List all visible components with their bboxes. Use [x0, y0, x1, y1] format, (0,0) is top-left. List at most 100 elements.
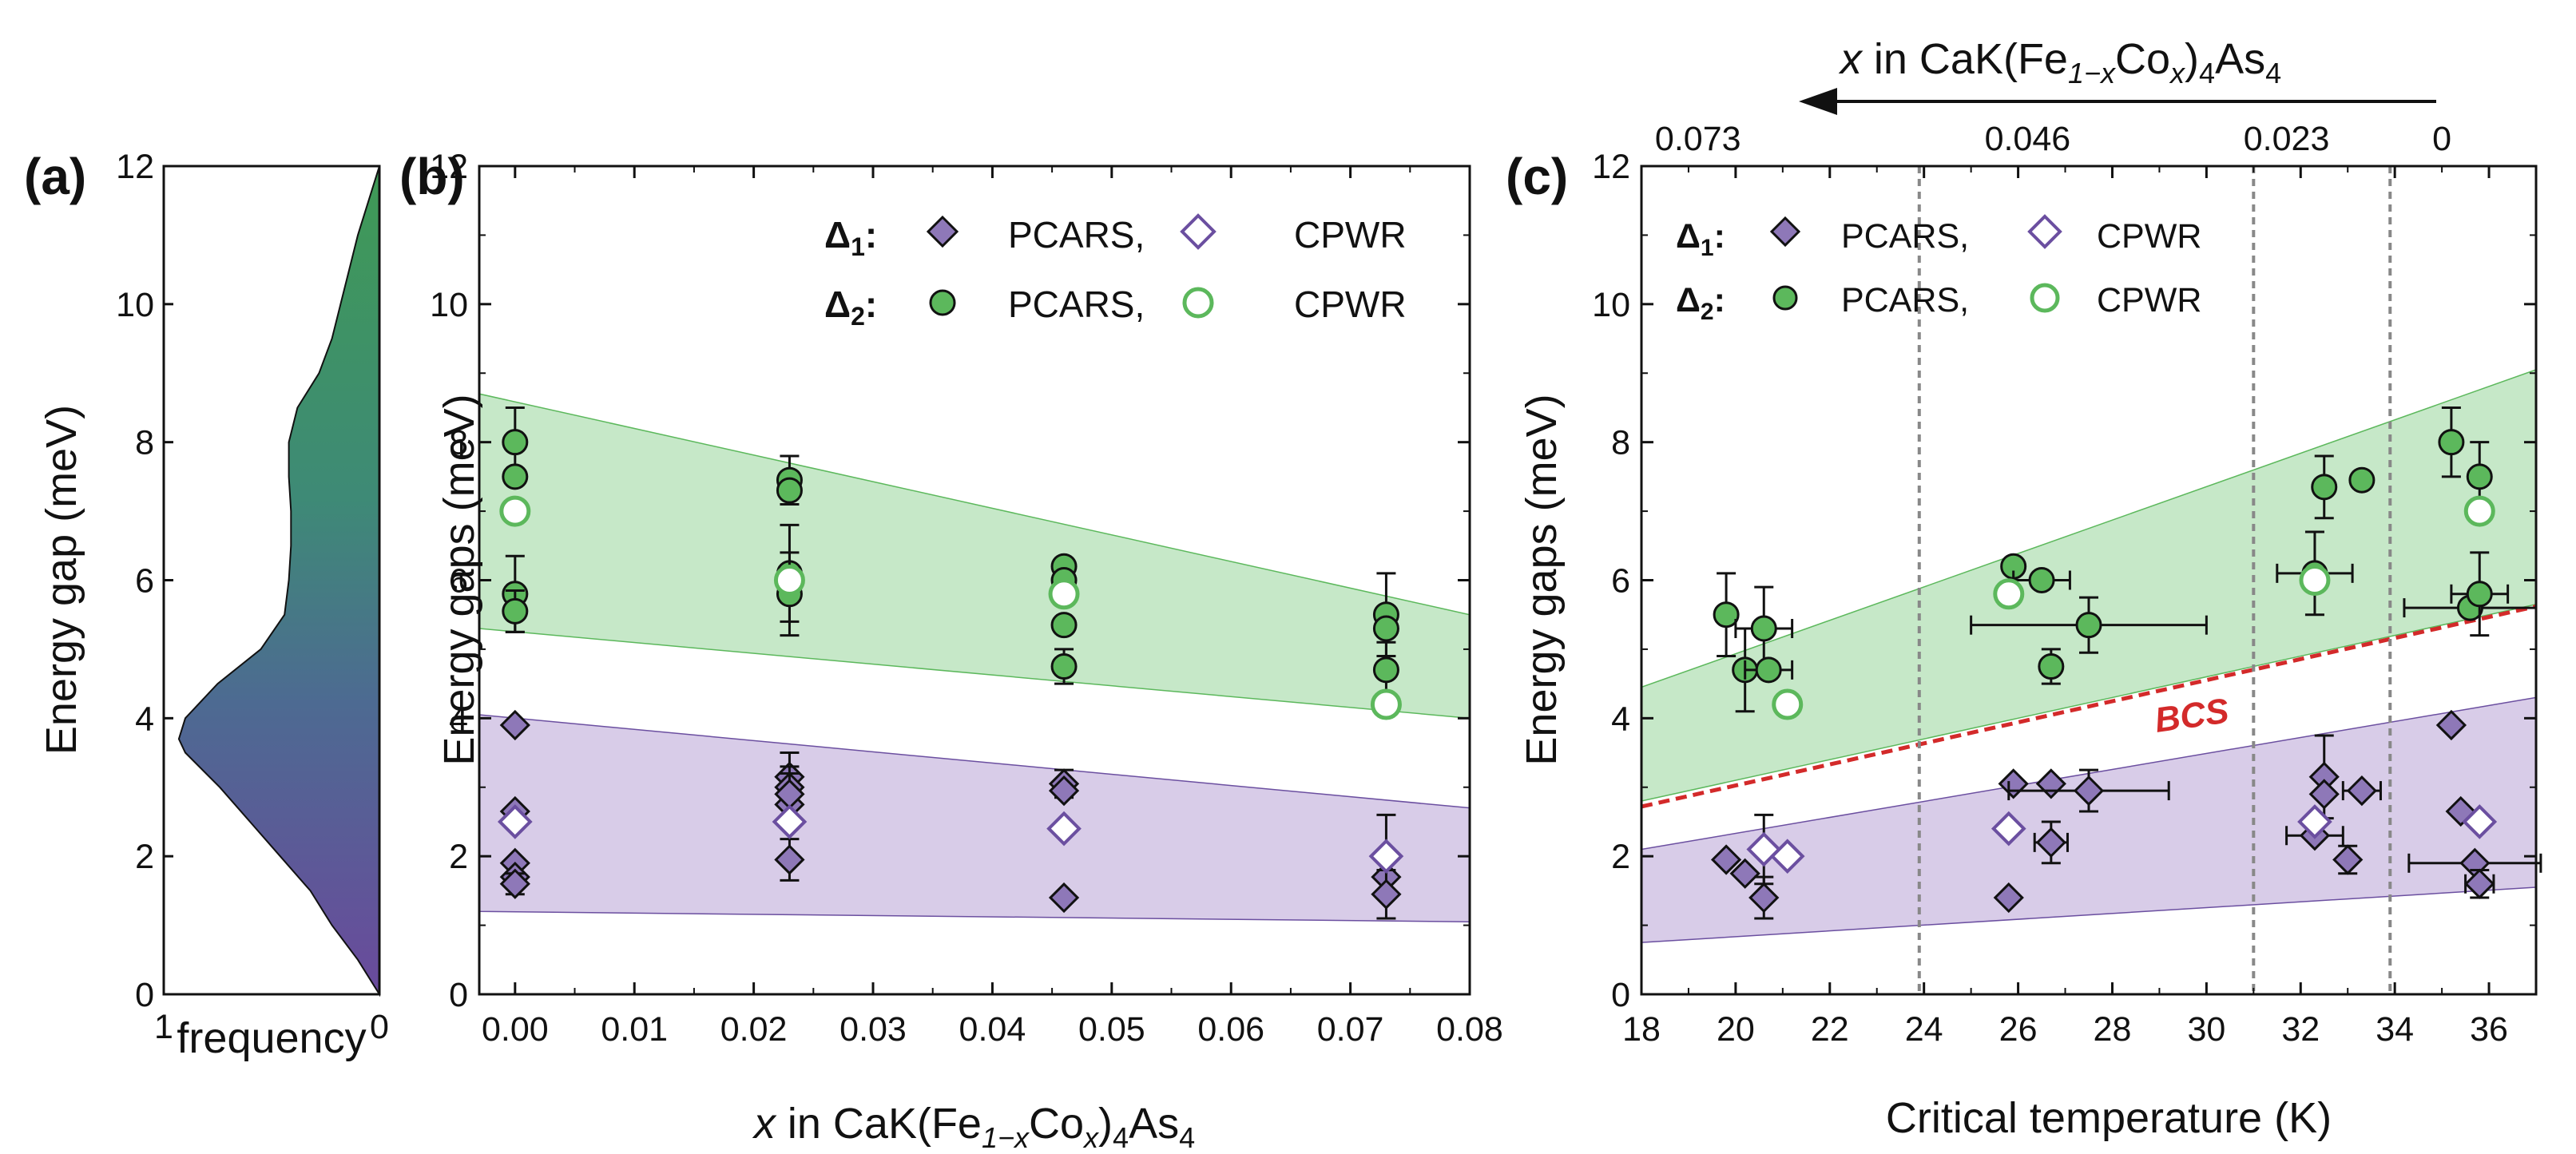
y-tick-label: 12 [1592, 148, 1630, 186]
delta2-cpwr-point [1048, 578, 1080, 610]
y-tick-label: 10 [430, 286, 468, 324]
delta1-cpwr-point [772, 804, 808, 839]
delta1-pcars-point [2308, 779, 2340, 810]
x-tick-label: 0.02 [720, 1010, 788, 1049]
delta1-pcars-point [1729, 858, 1760, 889]
delta2-pcars-point [2348, 466, 2376, 494]
legend-delta1-pcars-marker [1769, 216, 1801, 248]
y-tick-label: 4 [1611, 700, 1630, 738]
x-tick-label: 0 [370, 1008, 389, 1046]
delta2-pcars-point [1750, 615, 1777, 642]
y-tick-label: 8 [135, 424, 154, 462]
y-tick-label: 12 [116, 148, 154, 186]
delta2-pcars-point [2466, 463, 2493, 490]
legend-delta2-label: Δ2: [1676, 281, 1725, 325]
delta1-pcars-point [499, 868, 530, 899]
delta2-pcars-point [1755, 656, 1782, 684]
x-tick-label: 0.03 [839, 1010, 907, 1049]
legend-delta1-label: Δ1: [824, 214, 877, 261]
x-tick-label: 0.05 [1078, 1010, 1145, 1049]
delta1-pcars-point [2073, 775, 2105, 807]
delta1-pcars-point [1710, 844, 1742, 875]
delta1-pcars-point [499, 709, 530, 741]
panel-a-x-axis-label: frequency [177, 1014, 366, 1062]
delta1-cpwr-point [2462, 804, 2498, 839]
x-tick-label: 30 [2187, 1010, 2225, 1049]
y-tick-label: 2 [1611, 838, 1630, 876]
delta1-pcars-point [2035, 827, 2066, 859]
delta2-pcars-point [502, 429, 529, 456]
top-axis-arrow-head [1799, 88, 1837, 115]
delta2-cpwr-point [2299, 565, 2331, 596]
y-tick-label: 8 [1611, 424, 1630, 462]
y-tick-label: 4 [449, 700, 468, 738]
legend-delta2-pcars-marker [929, 289, 956, 316]
delta2-pcars-point [502, 463, 529, 490]
delta1-cpwr-point [1046, 811, 1082, 847]
legend-delta2-cpwr-marker [2030, 283, 2060, 313]
x-tick-label: 20 [1717, 1010, 1755, 1049]
delta1-pcars-point [1048, 775, 1080, 807]
panel-a-label: (a) [24, 148, 86, 205]
legend-delta2-cpwr: CPWR [1294, 284, 1407, 325]
x-tick-label: 28 [2094, 1010, 2132, 1049]
delta2-pcars-point [2438, 429, 2465, 456]
panel-c-label: (c) [1506, 148, 1568, 205]
bcs-label: BCS [2153, 691, 2232, 740]
delta2-cpwr-point [1370, 688, 1402, 720]
band-delta1 [1641, 696, 2536, 943]
delta2-pcars-point [1372, 656, 1399, 684]
y-tick-label: 0 [449, 976, 468, 1014]
delta2-pcars-point [2028, 567, 2055, 593]
delta2-pcars-point [2075, 612, 2102, 639]
delta1-pcars-point [1048, 882, 1080, 914]
x-tick-label: 22 [1811, 1010, 1849, 1049]
delta2-pcars-point [2311, 474, 2338, 501]
legend-delta1-cpwr-marker [1180, 213, 1217, 250]
delta2-cpwr-point [499, 495, 531, 527]
delta2-pcars-point [2038, 653, 2065, 680]
band-delta1 [479, 714, 1470, 923]
y-tick-label: 8 [449, 424, 468, 462]
delta1-cpwr-point [497, 804, 533, 839]
y-tick-label: 0 [135, 976, 154, 1014]
delta1-pcars-point [2435, 709, 2467, 741]
legend-delta2-pcars: PCARS, [1841, 281, 1969, 319]
legend-delta1-cpwr: CPWR [2097, 217, 2201, 256]
top-axis-label: 0.023 [2244, 120, 2330, 158]
y-tick-label: 2 [449, 838, 468, 876]
x-tick-label: 1 [154, 1008, 173, 1046]
x-tick-label: 24 [1905, 1010, 1943, 1049]
panel-c-legend: Δ1: PCARS, CPWR Δ2: PCARS, CPWR [1676, 214, 2201, 325]
y-tick-label: 6 [135, 562, 154, 601]
panel-a-y-axis-label: Energy gap (meV) [38, 405, 85, 755]
x-tick-label: 32 [2281, 1010, 2320, 1049]
legend-delta1-pcars-marker [926, 215, 959, 248]
legend-delta1-label: Δ1: [1676, 217, 1725, 261]
top-axis-label: 0.073 [1655, 120, 1741, 158]
x-tick-label: 0.06 [1197, 1010, 1264, 1049]
delta1-pcars-point [1993, 882, 2024, 914]
y-tick-label: 10 [1592, 286, 1630, 324]
delta1-pcars-point [1371, 878, 1402, 910]
panel-b-y-axis-label: Energy gaps (meV) [435, 394, 483, 765]
y-tick-label: 2 [135, 838, 154, 876]
delta1-cpwr-point [2297, 804, 2332, 839]
delta2-cpwr-point [773, 565, 805, 596]
y-tick-label: 6 [1611, 562, 1630, 601]
y-tick-label: 0 [1611, 976, 1630, 1014]
x-tick-label: 0.00 [482, 1010, 549, 1049]
delta2-pcars-point [1372, 615, 1399, 642]
delta1-cpwr-point [1991, 811, 2026, 847]
top-axis-label: 0 [2432, 120, 2451, 158]
panel-b-label: (b) [399, 148, 465, 205]
delta1-cpwr-point [1769, 839, 1805, 874]
band-delta2 [1641, 369, 2536, 802]
y-tick-label: 4 [135, 700, 154, 738]
delta2-pcars-point [776, 477, 803, 504]
x-tick-label: 0.04 [959, 1010, 1026, 1049]
delta2-pcars-point [1050, 653, 1078, 680]
x-tick-label: 0.08 [1436, 1010, 1503, 1049]
